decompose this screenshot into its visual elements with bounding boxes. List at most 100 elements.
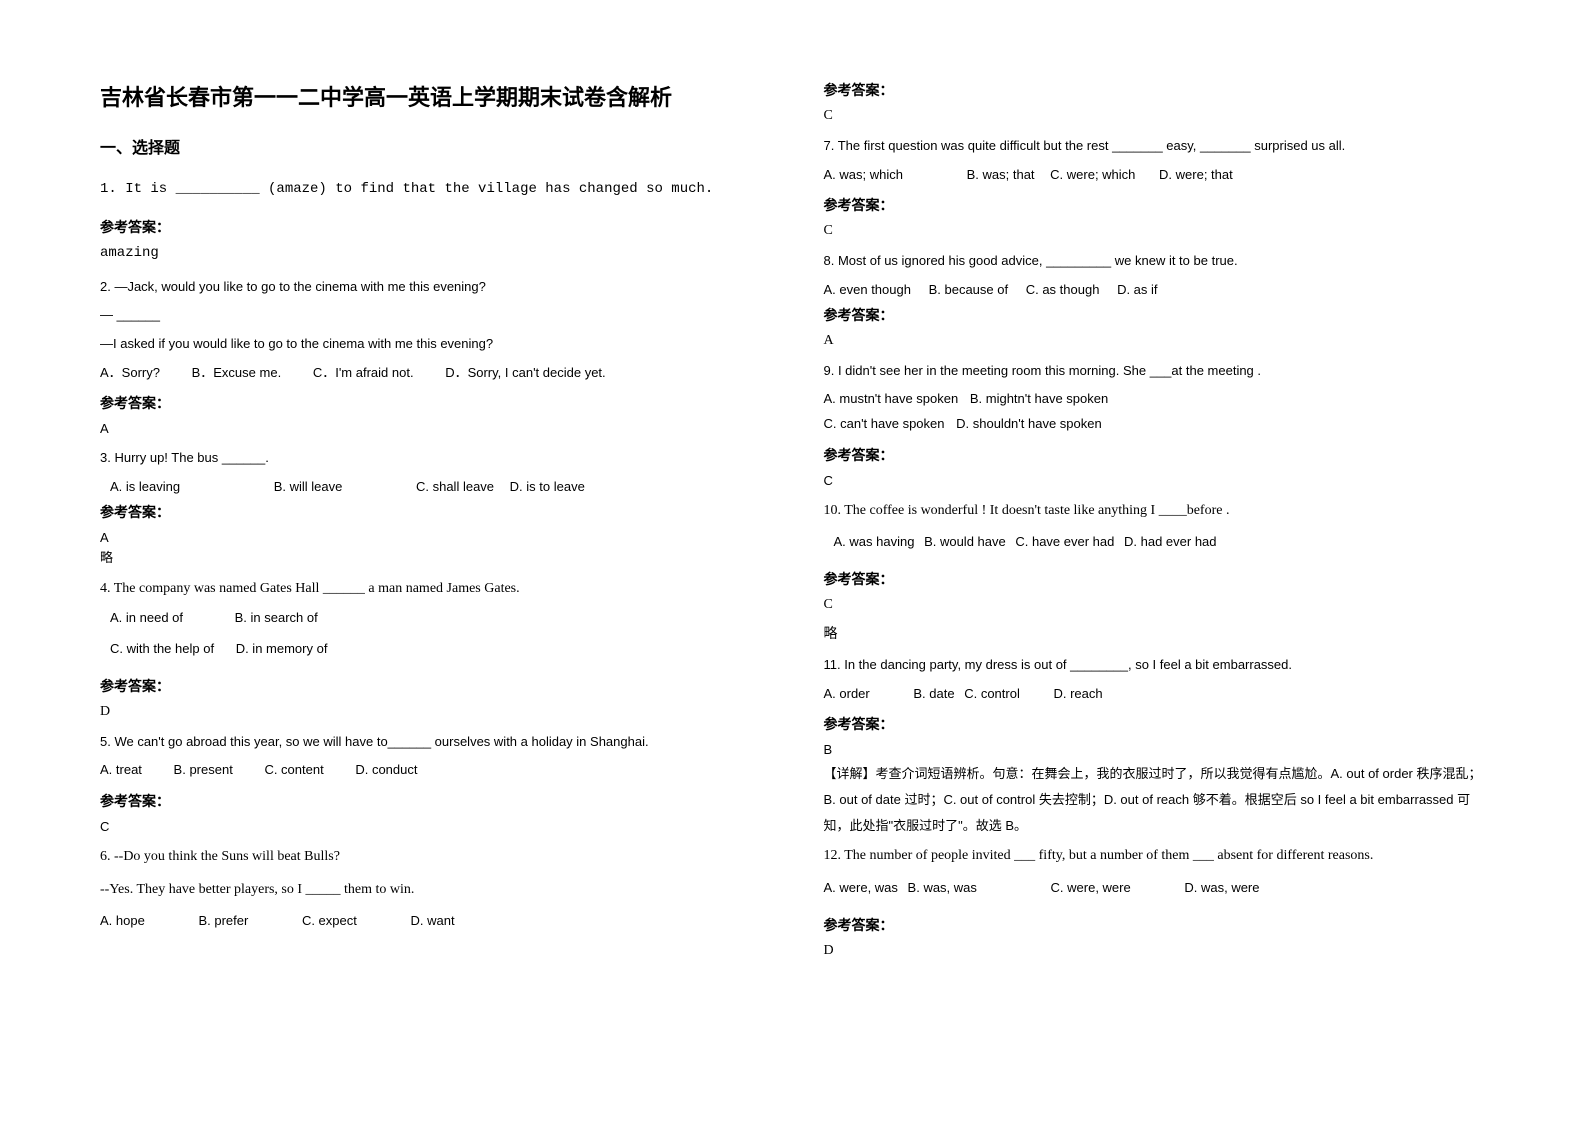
q10-text: 10. The coffee is wonderful ! It doesn't… bbox=[824, 498, 1488, 525]
q12-answer: D bbox=[824, 943, 1488, 959]
q9-options-row2: C. can't have spoken D. shouldn't have s… bbox=[824, 412, 1488, 437]
q11-opt-a: A. order bbox=[824, 682, 870, 707]
section-heading: 一、选择题 bbox=[100, 134, 764, 158]
q10-opt-b: B. would have bbox=[924, 530, 1006, 555]
q7-options: A. was; which B. was; that C. were; whic… bbox=[824, 163, 1488, 188]
q12-text: 12. The number of people invited ___ fif… bbox=[824, 843, 1488, 870]
q12-options: A. were, was B. was, was C. were, were D… bbox=[824, 876, 1488, 901]
q6-options: A. hope B. prefer C. expect D. want bbox=[100, 909, 764, 934]
q11-answer: B bbox=[824, 742, 1488, 757]
q8-text: 8. Most of us ignored his good advice, _… bbox=[824, 249, 1488, 274]
q10-answer-label: 参考答案： bbox=[824, 569, 1488, 589]
q7-text: 7. The first question was quite difficul… bbox=[824, 134, 1488, 159]
q3-opt-b: B. will leave bbox=[274, 475, 343, 500]
q8-answer-label: 参考答案： bbox=[824, 305, 1488, 325]
q3-opt-c: C. shall leave bbox=[416, 475, 494, 500]
q1-text: 1. It is __________ (amaze) to find that… bbox=[100, 176, 764, 203]
q11-options: A. order B. date C. control D. reach bbox=[824, 682, 1488, 707]
q11-answer-label: 参考答案： bbox=[824, 714, 1488, 734]
q2-line2: — ______ bbox=[100, 303, 764, 328]
q4-opt-b: B. in search of bbox=[235, 606, 318, 631]
left-column: 吉林省长春市第一一二中学高一英语上学期期末试卷含解析 一、选择题 1. It i… bbox=[100, 80, 764, 969]
q2-opt-b: B．Excuse me. bbox=[192, 361, 282, 386]
q3-opt-d: D. is to leave bbox=[510, 475, 585, 500]
document-title: 吉林省长春市第一一二中学高一英语上学期期末试卷含解析 bbox=[100, 80, 764, 112]
q4-opt-a: A. in need of bbox=[110, 606, 183, 631]
q8-opt-c: C. as though bbox=[1026, 278, 1100, 303]
q6-opt-c: C. expect bbox=[302, 909, 357, 934]
q5-opt-a: A. treat bbox=[100, 758, 142, 783]
q2-options: A．Sorry? B．Excuse me. C．I'm afraid not. … bbox=[100, 361, 764, 386]
q4-options-row2: C. with the help of D. in memory of bbox=[100, 637, 764, 662]
q5-opt-b: B. present bbox=[174, 758, 233, 783]
q3-text: 3. Hurry up! The bus ______. bbox=[100, 446, 764, 471]
q10-opt-c: C. have ever had bbox=[1015, 530, 1114, 555]
q5-text: 5. We can't go abroad this year, so we w… bbox=[100, 730, 764, 755]
q11-explain: 【详解】考查介词短语辨析。句意：在舞会上，我的衣服过时了，所以我觉得有点尴尬。A… bbox=[824, 761, 1488, 839]
q1-answer-label: 参考答案： bbox=[100, 217, 764, 237]
q3-options: A. is leaving B. will leave C. shall lea… bbox=[100, 475, 764, 500]
q11-text: 11. In the dancing party, my dress is ou… bbox=[824, 653, 1488, 678]
q2-line1: 2. —Jack, would you like to go to the ci… bbox=[100, 275, 764, 300]
q9-opt-c: C. can't have spoken bbox=[824, 412, 945, 437]
q8-opt-d: D. as if bbox=[1117, 278, 1157, 303]
q9-opt-b: B. mightn't have spoken bbox=[970, 387, 1108, 412]
q5-answer-label: 参考答案： bbox=[100, 791, 764, 811]
right-column: 参考答案： C 7. The first question was quite … bbox=[824, 80, 1488, 969]
q3-answer: A bbox=[100, 530, 764, 545]
q7-opt-b: B. was; that bbox=[967, 163, 1035, 188]
q11-opt-d: D. reach bbox=[1053, 682, 1102, 707]
q10-options: A. was having B. would have C. have ever… bbox=[824, 530, 1488, 555]
q6-line1: 6. --Do you think the Suns will beat Bul… bbox=[100, 844, 764, 871]
q7-opt-c: C. were; which bbox=[1050, 163, 1135, 188]
q4-text: 4. The company was named Gates Hall ____… bbox=[100, 576, 764, 603]
q11-opt-c: C. control bbox=[964, 682, 1020, 707]
q9-text: 9. I didn't see her in the meeting room … bbox=[824, 359, 1488, 384]
q6-answer-label: 参考答案： bbox=[824, 80, 1488, 100]
q11-opt-b: B. date bbox=[913, 682, 954, 707]
q3-opt-a: A. is leaving bbox=[110, 475, 180, 500]
q8-opt-a: A. even though bbox=[824, 278, 911, 303]
q4-options-row1: A. in need of B. in search of bbox=[100, 606, 764, 631]
q2-answer-label: 参考答案： bbox=[100, 393, 764, 413]
q4-opt-c: C. with the help of bbox=[110, 637, 214, 662]
q8-options: A. even though B. because of C. as thoug… bbox=[824, 278, 1488, 303]
q9-options-row1: A. mustn't have spoken B. mightn't have … bbox=[824, 387, 1488, 412]
q12-opt-b: B. was, was bbox=[908, 876, 977, 901]
q10-answer: C bbox=[824, 597, 1488, 613]
q10-opt-d: D. had ever had bbox=[1124, 530, 1217, 555]
q12-answer-label: 参考答案： bbox=[824, 915, 1488, 935]
q2-opt-a: A．Sorry? bbox=[100, 361, 160, 386]
q3-answer-label: 参考答案： bbox=[100, 502, 764, 522]
q4-answer: D bbox=[100, 704, 764, 720]
q5-opt-c: C. content bbox=[264, 758, 323, 783]
q9-answer: C bbox=[824, 473, 1488, 488]
q2-opt-d: D．Sorry, I can't decide yet. bbox=[445, 361, 605, 386]
q10-omit: 略 bbox=[824, 623, 1488, 643]
q7-answer-label: 参考答案： bbox=[824, 195, 1488, 215]
q5-options: A. treat B. present C. content D. conduc… bbox=[100, 758, 764, 783]
q6-answer: C bbox=[824, 108, 1488, 124]
q12-opt-a: A. were, was bbox=[824, 876, 898, 901]
q6-opt-a: A. hope bbox=[100, 909, 145, 934]
q7-opt-a: A. was; which bbox=[824, 163, 903, 188]
q4-opt-d: D. in memory of bbox=[236, 637, 328, 662]
q2-opt-c: C．I'm afraid not. bbox=[313, 361, 414, 386]
q8-answer: A bbox=[824, 333, 1488, 349]
q7-answer: C bbox=[824, 223, 1488, 239]
q8-opt-b: B. because of bbox=[929, 278, 1009, 303]
q9-opt-d: D. shouldn't have spoken bbox=[956, 412, 1102, 437]
q1-answer: amazing bbox=[100, 245, 764, 261]
q4-answer-label: 参考答案： bbox=[100, 676, 764, 696]
q6-line2: --Yes. They have better players, so I __… bbox=[100, 877, 764, 904]
q5-answer: C bbox=[100, 819, 764, 834]
q6-opt-d: D. want bbox=[410, 909, 454, 934]
q2-line3: —I asked if you would like to go to the … bbox=[100, 332, 764, 357]
q5-opt-d: D. conduct bbox=[355, 758, 417, 783]
q6-opt-b: B. prefer bbox=[198, 909, 248, 934]
q2-answer: A bbox=[100, 421, 764, 436]
q9-answer-label: 参考答案： bbox=[824, 445, 1488, 465]
q7-opt-d: D. were; that bbox=[1159, 163, 1233, 188]
q10-opt-a: A. was having bbox=[834, 530, 915, 555]
page-container: 吉林省长春市第一一二中学高一英语上学期期末试卷含解析 一、选择题 1. It i… bbox=[0, 0, 1587, 1009]
